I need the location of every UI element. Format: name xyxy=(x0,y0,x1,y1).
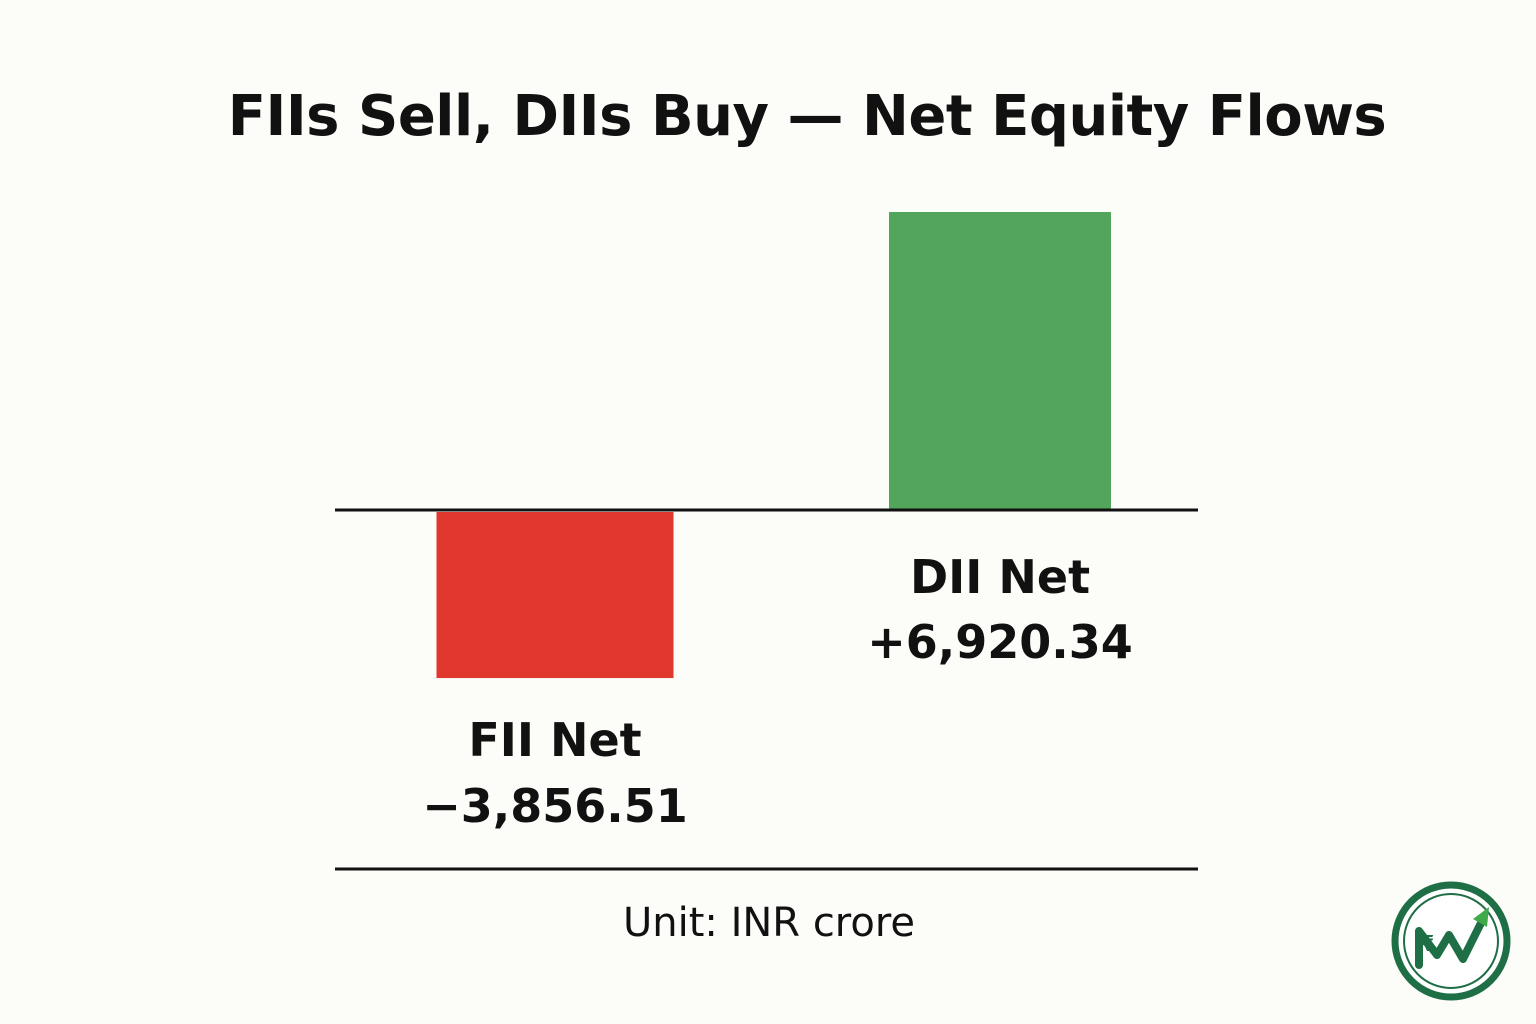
bar-dii-net xyxy=(889,212,1111,510)
logo-arrow-head xyxy=(1473,907,1489,927)
logo-rupee-icon: ₹ xyxy=(1419,932,1434,957)
logo-chart-mark xyxy=(1415,919,1485,969)
bars-layer xyxy=(436,212,1111,679)
category-label: FII Net xyxy=(468,713,641,767)
value-label: +6,920.34 xyxy=(867,615,1133,669)
value-label: −3,856.51 xyxy=(422,779,688,833)
bar-fii-net xyxy=(436,512,674,679)
brand-logo: ₹ xyxy=(1391,881,1511,1001)
labels-layer: FII Net −3,856.51 DII Net +6,920.34 xyxy=(422,550,1133,833)
unit-label: Unit: INR crore xyxy=(622,900,916,946)
category-label: DII Net xyxy=(910,550,1090,604)
logo-inner-ring xyxy=(1403,893,1499,989)
chart-title: FIIs Sell, DIIs Buy — Net Equity Flows xyxy=(227,84,1387,149)
